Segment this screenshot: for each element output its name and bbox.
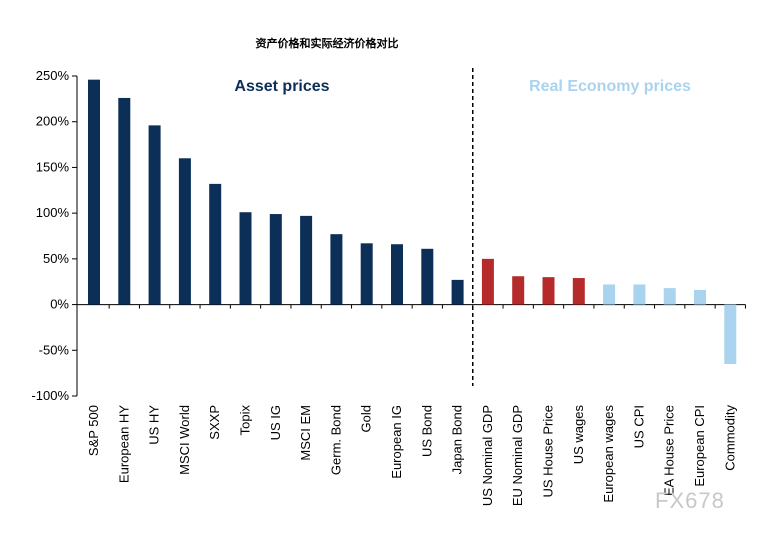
y-tick-label: -50% xyxy=(39,342,70,357)
bar xyxy=(451,279,464,305)
category-label: European HY xyxy=(116,405,131,483)
category-label: US HY xyxy=(147,405,162,445)
category-label: EA House Price xyxy=(662,405,677,496)
bar xyxy=(269,214,282,305)
watermark-text: FX678 xyxy=(655,488,725,513)
bar xyxy=(300,215,313,305)
bar xyxy=(572,278,585,305)
category-label: MSCI World xyxy=(177,405,192,475)
category-label: EU Nominal GDP xyxy=(510,405,525,506)
bar xyxy=(542,277,555,305)
chart-title: 资产价格和实际经济价格对比 xyxy=(256,36,399,50)
bar xyxy=(421,248,434,305)
category-label: S&P 500 xyxy=(86,405,101,456)
bar xyxy=(391,244,403,305)
category-label: European IG xyxy=(389,405,404,479)
category-label: US wages xyxy=(571,405,586,465)
y-tick-label: 0% xyxy=(50,297,69,312)
category-label: Gold xyxy=(359,405,374,432)
bar xyxy=(724,304,737,364)
bar xyxy=(603,284,616,305)
category-label: European wages xyxy=(601,405,616,503)
y-tick-label: 150% xyxy=(36,159,70,174)
category-label: Germ. Bond xyxy=(328,405,343,475)
asset-prices-label: Asset prices xyxy=(234,78,329,95)
category-label: US CPI xyxy=(631,405,646,448)
real-economy-prices-label: Real Economy prices xyxy=(529,78,691,95)
category-label: US IG xyxy=(268,405,283,440)
category-label: US Nominal GDP xyxy=(480,405,495,506)
bar xyxy=(330,234,343,305)
category-label: Topix xyxy=(238,405,253,436)
bar xyxy=(88,79,100,305)
category-label: MSCI EM xyxy=(298,405,313,461)
bar xyxy=(360,243,373,305)
bar xyxy=(512,276,525,305)
bar xyxy=(663,288,676,305)
category-label: Japan Bond xyxy=(450,405,465,474)
y-tick-label: 100% xyxy=(36,205,70,220)
plot-area: 250% 200% 150% 100% 50% 0% -50% -100% S&P 500 Eur… xyxy=(31,68,746,506)
bar xyxy=(481,258,494,305)
category-label: SXXP xyxy=(207,405,222,440)
category-label: US House Price xyxy=(541,405,556,497)
y-tick-label: -100% xyxy=(31,388,69,403)
y-tick-label: 200% xyxy=(36,114,70,129)
y-tick-label: 50% xyxy=(43,251,69,266)
bar xyxy=(239,212,252,305)
bar xyxy=(209,183,222,305)
bar xyxy=(178,158,191,305)
bar xyxy=(694,289,706,305)
category-label: Commodity xyxy=(722,405,737,471)
category-label: US Bond xyxy=(419,405,434,457)
bar xyxy=(148,125,161,305)
bar xyxy=(633,284,646,305)
bar xyxy=(118,97,131,305)
category-label: European CPI xyxy=(692,405,707,487)
y-tick-label: 250% xyxy=(36,68,70,83)
